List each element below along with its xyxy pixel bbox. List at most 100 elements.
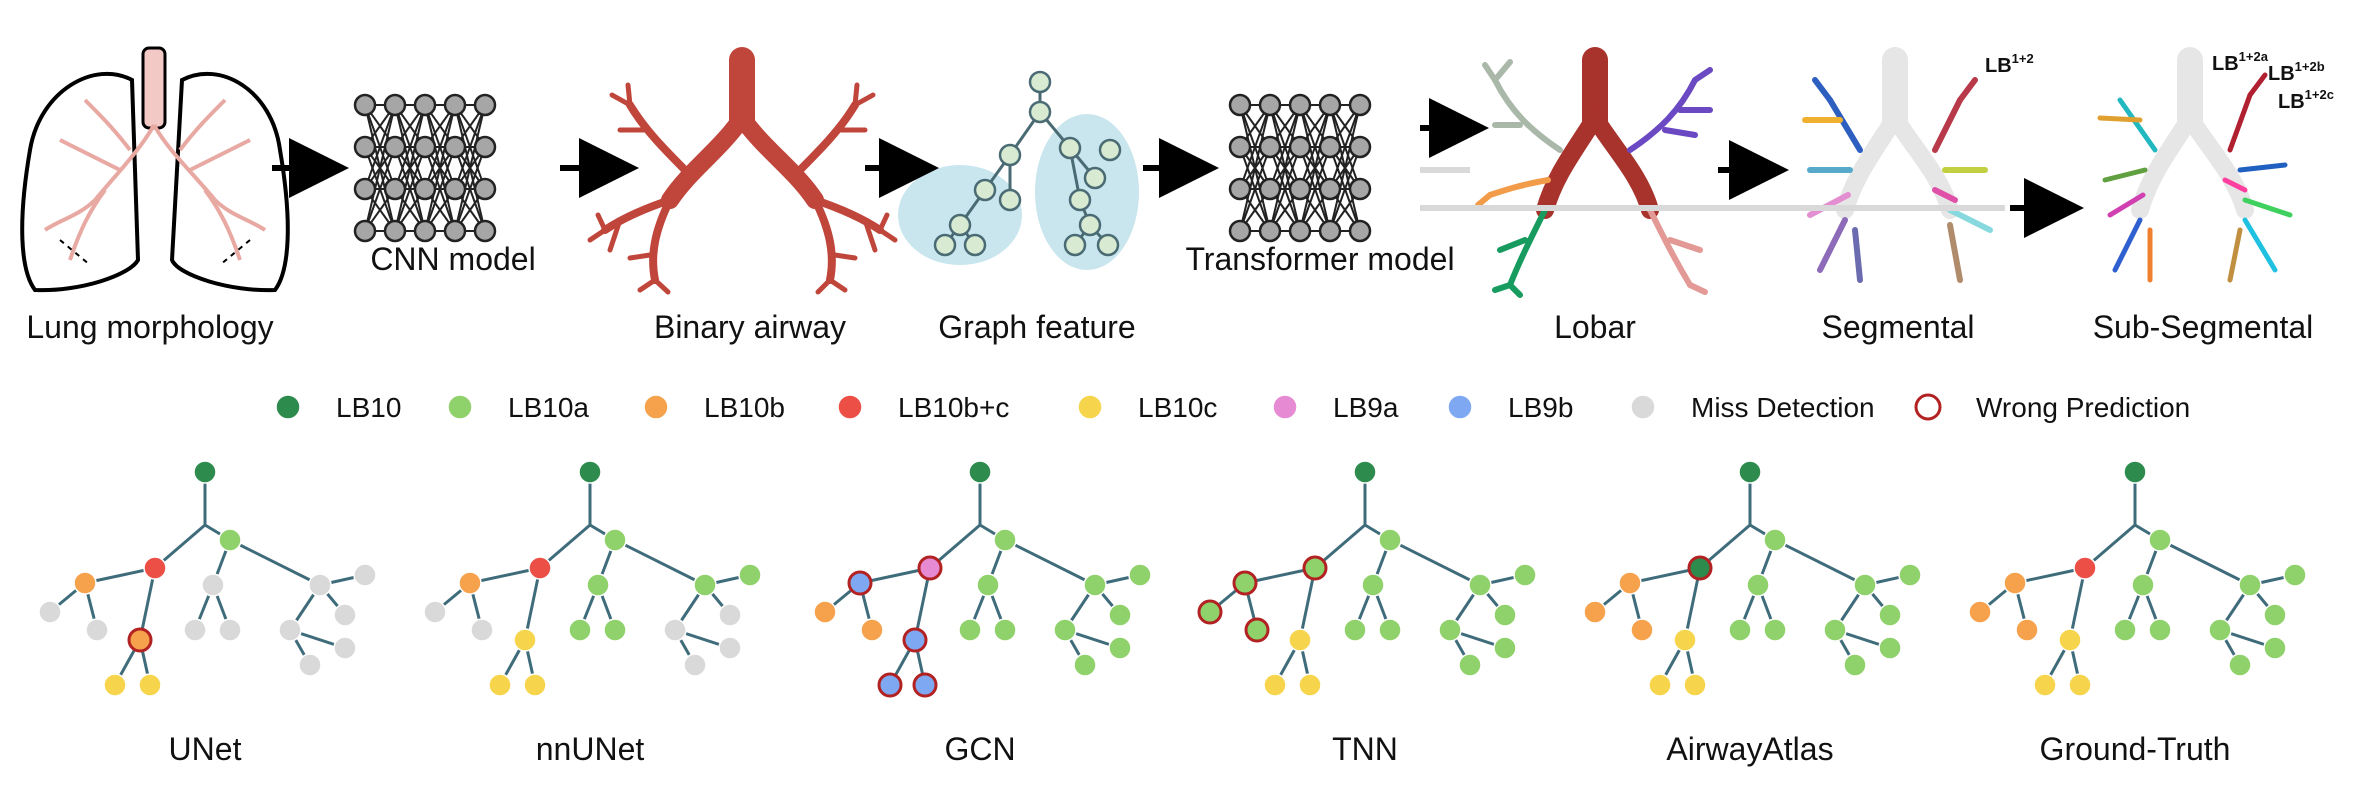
tree-node: [1361, 573, 1385, 597]
network-node: [473, 135, 497, 159]
legend-marker: [275, 394, 301, 420]
network-node: [473, 177, 497, 201]
tree-node: [1493, 603, 1517, 627]
tree-node: [912, 672, 938, 698]
tree-node: [1618, 571, 1642, 595]
tree-node: [143, 556, 167, 580]
tree-node: [2131, 573, 2155, 597]
caption-graph: Graph feature: [938, 309, 1135, 345]
method-label: GCN: [944, 731, 1015, 767]
tree-node: [2058, 628, 2082, 652]
legend-marker: [837, 394, 863, 420]
network-node: [1348, 93, 1372, 117]
caption-subsegmental: Sub-Segmental: [2093, 309, 2314, 345]
network-node: [1288, 219, 1312, 243]
caption-transformer: Transformer model: [1185, 241, 1454, 277]
network-node: [1318, 93, 1342, 117]
tree-node: [470, 618, 494, 642]
tree-node: [1197, 599, 1223, 625]
tree-node: [1302, 555, 1328, 581]
tree-node: [683, 653, 707, 677]
tree-node: [1843, 653, 1867, 677]
method-tree: Ground-Truth: [1968, 460, 2307, 767]
tree-node: [2123, 460, 2147, 484]
tree-node: [1513, 563, 1537, 587]
method-label: UNet: [169, 731, 242, 767]
tree-node: [693, 573, 717, 597]
legend-label: Miss Detection: [1691, 392, 1875, 423]
legend-label: LB10: [336, 392, 401, 423]
legend-label: LB10a: [508, 392, 589, 423]
tree-node: [2148, 618, 2172, 642]
tree-node: [1648, 673, 1672, 697]
tree-node: [73, 571, 97, 595]
network-node: [413, 93, 437, 117]
legend-marker: [1077, 394, 1103, 420]
network-node: [383, 93, 407, 117]
method-tree: UNet: [38, 460, 377, 767]
tree-node: [603, 618, 627, 642]
tree-node: [423, 600, 447, 624]
network-node: [383, 177, 407, 201]
subsegmental-airway-illustration: [2097, 47, 2293, 283]
tree-node: [298, 653, 322, 677]
network-node: [1288, 93, 1312, 117]
network-node: [1288, 177, 1312, 201]
legend-item: LB10: [275, 392, 401, 423]
method-label: nnUNet: [536, 731, 645, 767]
tree-node: [847, 570, 873, 596]
tree-edge: [1389, 538, 1481, 587]
tree-node: [103, 673, 127, 697]
tree-node: [2148, 528, 2172, 552]
network-node: [443, 135, 467, 159]
caption-cnn: CNN model: [370, 241, 535, 277]
network-node: [1348, 177, 1372, 201]
tree-node: [2263, 603, 2287, 627]
tree-node: [2003, 571, 2027, 595]
tree-node: [578, 460, 602, 484]
legend-label: LB9b: [1508, 392, 1573, 423]
legend-marker: [643, 394, 669, 420]
tree-node: [2068, 673, 2092, 697]
caption-binary: Binary airway: [654, 309, 846, 345]
tree-edge: [2068, 567, 2087, 641]
legend-label: LB10c: [1138, 392, 1217, 423]
caption-lobar: Lobar: [1554, 309, 1636, 345]
network-node: [1258, 177, 1282, 201]
legend-item: Miss Detection: [1630, 392, 1875, 423]
tree-node: [1053, 618, 1077, 642]
tree-node: [1232, 570, 1258, 596]
tree-node: [138, 673, 162, 697]
network-node: [1318, 177, 1342, 201]
legend-label: LB9a: [1333, 392, 1399, 423]
legend-item: Wrong Prediction: [1914, 392, 2190, 423]
network-node: [1258, 219, 1282, 243]
network-node: [413, 135, 437, 159]
network-node: [353, 135, 377, 159]
tree-edge: [84, 566, 156, 585]
sub-lb-1-label: LB1+2a: [2212, 49, 2269, 75]
network-node: [443, 177, 467, 201]
tree-node: [738, 563, 762, 587]
tree-node: [1728, 618, 1752, 642]
method-tree: GCN: [813, 460, 1152, 767]
lobar-airway-illustration: [1475, 47, 1713, 298]
tree-node: [218, 618, 242, 642]
tree-node: [603, 528, 627, 552]
tree-node: [993, 618, 1017, 642]
network-node: [383, 135, 407, 159]
network-node: [473, 219, 497, 243]
tree-node: [1673, 628, 1697, 652]
method-label: Ground-Truth: [2040, 731, 2231, 767]
legend-marker: [1630, 394, 1656, 420]
network-node: [1258, 93, 1282, 117]
tree-edge: [469, 566, 541, 585]
tree-node: [718, 603, 742, 627]
caption-segmental: Segmental: [1822, 309, 1975, 345]
tree-node: [2208, 618, 2232, 642]
legend-item: LB9a: [1272, 392, 1399, 423]
tree-node: [1128, 563, 1152, 587]
tree-edge: [229, 538, 321, 587]
method-label: TNN: [1332, 731, 1398, 767]
tree-node: [1683, 673, 1707, 697]
